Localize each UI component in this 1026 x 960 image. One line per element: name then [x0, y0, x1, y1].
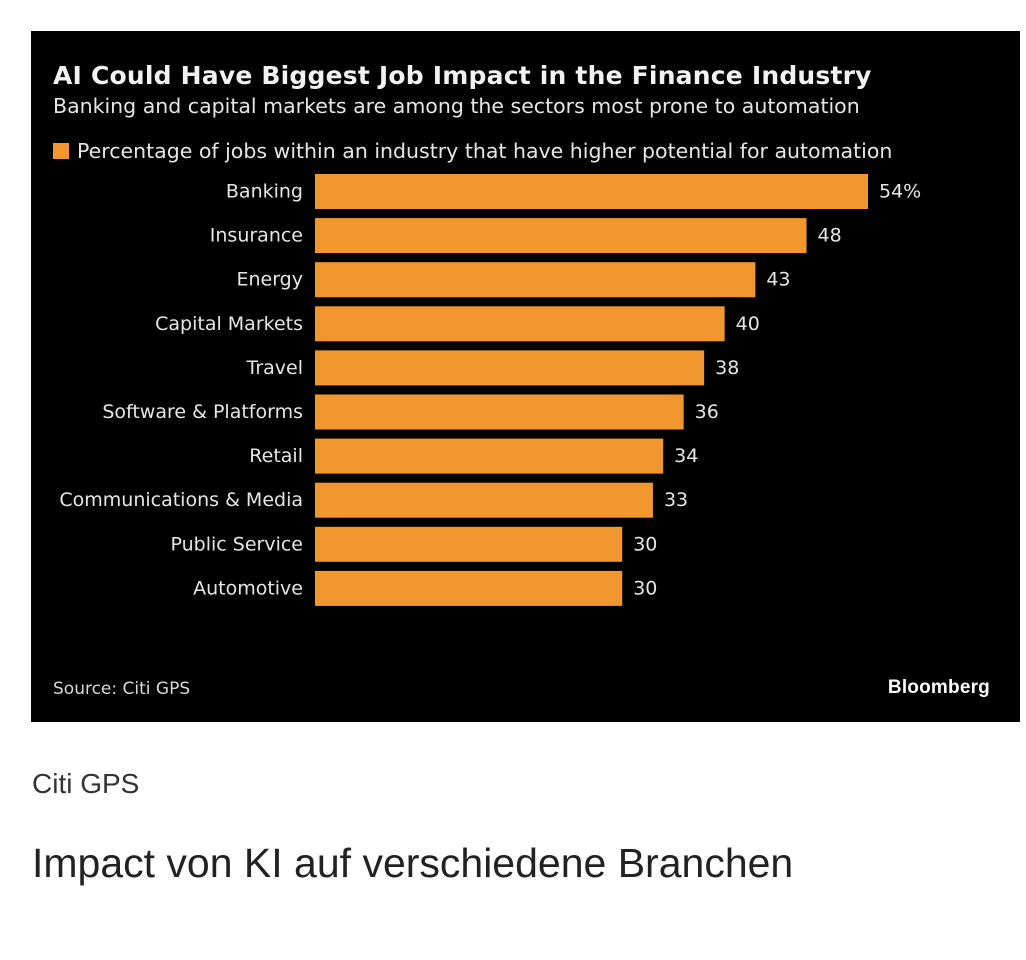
- bar: [315, 570, 623, 606]
- value-label: 36: [695, 401, 719, 423]
- value-label: 30: [633, 533, 657, 555]
- bar: [315, 394, 684, 430]
- legend-label: Percentage of jobs within an industry th…: [77, 139, 893, 163]
- category-label: Public Service: [171, 533, 304, 555]
- chart-subtitle: Banking and capital markets are among th…: [53, 94, 860, 118]
- bar: [315, 438, 664, 474]
- category-label: Travel: [246, 357, 303, 379]
- value-label: 40: [736, 313, 760, 335]
- bar-chart: Banking 54% Insurance 48 Energy 43 Capital Mar…: [59, 174, 921, 606]
- chart-panel: AI Could Have Biggest Job Impact in the …: [31, 31, 1020, 722]
- caption-title: Impact von KI auf verschiedene Branchen: [32, 840, 794, 886]
- value-label: 30: [633, 577, 657, 599]
- bar: [315, 306, 725, 342]
- category-label: Communications & Media: [59, 489, 303, 511]
- chart-title: AI Could Have Biggest Job Impact in the …: [53, 61, 872, 90]
- category-label: Banking: [226, 181, 303, 203]
- value-label: 34: [674, 445, 698, 467]
- bar: [315, 526, 623, 562]
- bar: [315, 174, 868, 209]
- category-label: Capital Markets: [155, 313, 303, 335]
- value-label: 38: [715, 357, 739, 379]
- caption-source: Citi GPS: [32, 768, 140, 799]
- value-label: 48: [818, 225, 842, 247]
- value-label: 33: [664, 489, 688, 511]
- bar: [315, 218, 807, 254]
- legend: Percentage of jobs within an industry th…: [53, 139, 892, 163]
- category-label: Automotive: [193, 577, 303, 599]
- category-label: Insurance: [210, 225, 303, 247]
- bloomberg-logo: Bloomberg: [887, 677, 990, 698]
- bar: [315, 482, 653, 518]
- category-label: Software & Platforms: [102, 401, 303, 423]
- bar: [315, 350, 705, 386]
- category-label: Energy: [236, 269, 303, 291]
- source-note: Source: Citi GPS: [53, 679, 191, 699]
- bar: [315, 262, 756, 298]
- category-label: Retail: [249, 445, 303, 467]
- value-label: 43: [766, 269, 790, 291]
- value-label: 54%: [879, 181, 921, 203]
- legend-swatch: [53, 143, 69, 159]
